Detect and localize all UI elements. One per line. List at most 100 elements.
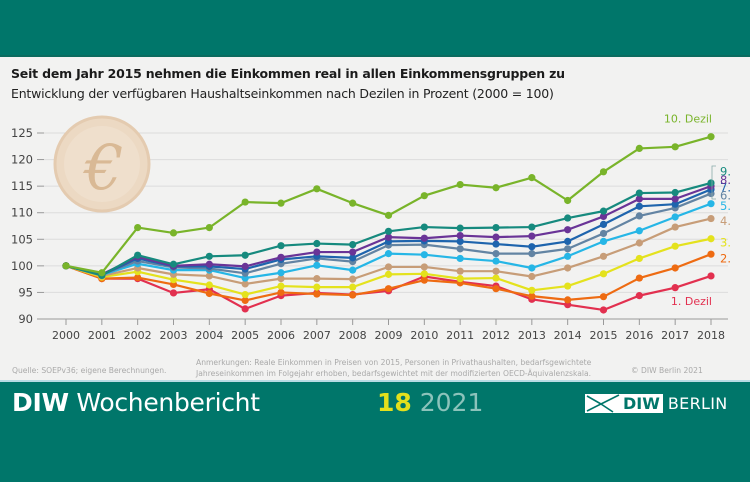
- data-point: [635, 274, 643, 282]
- data-point: [635, 144, 643, 153]
- label-bracket: [711, 165, 716, 200]
- series-label: 6.: [720, 189, 731, 203]
- data-point: [205, 281, 213, 289]
- data-point: [671, 264, 679, 272]
- data-point: [635, 195, 643, 203]
- y-tick-label: 100: [11, 259, 33, 273]
- data-point: [349, 283, 357, 291]
- data-point: [169, 276, 178, 284]
- data-point: [456, 231, 464, 240]
- data-point: [492, 233, 500, 241]
- y-axis: 90 95 100 105 110 115 120 125: [11, 126, 44, 326]
- data-point: [564, 245, 572, 253]
- issue-year: 2021: [419, 388, 484, 417]
- data-point: [349, 275, 357, 283]
- data-point: [349, 199, 357, 207]
- brand-bold: DIW: [12, 388, 69, 417]
- data-point: [349, 266, 357, 274]
- data-point: [599, 168, 608, 176]
- y-tick-label: 90: [18, 312, 33, 326]
- data-point: [384, 211, 393, 219]
- data-point: [492, 240, 500, 248]
- data-point: [707, 250, 715, 258]
- data-point: [277, 253, 285, 261]
- data-point: [420, 270, 428, 278]
- data-point: [420, 251, 428, 259]
- data-point: [169, 229, 178, 237]
- logo-box: DIW: [585, 394, 663, 413]
- data-point: [384, 250, 393, 258]
- series-9: [62, 179, 715, 280]
- data-point: [599, 212, 608, 221]
- x-tick-label: 2001: [88, 329, 116, 342]
- x-tick-label: 2016: [625, 329, 653, 342]
- data-point: [671, 213, 679, 221]
- data-point: [671, 284, 679, 292]
- data-point: [564, 252, 572, 260]
- data-point: [313, 185, 321, 193]
- x-tick-label: 2014: [554, 329, 582, 342]
- remarks-line-1: Anmerkungen: Reale Einkommen in Preisen …: [196, 358, 592, 367]
- data-point: [528, 223, 536, 231]
- y-tick-label: 120: [11, 153, 33, 167]
- series-layer: [62, 133, 715, 314]
- data-point: [349, 291, 357, 299]
- data-point: [564, 264, 572, 272]
- data-point: [62, 262, 70, 270]
- data-point: [241, 198, 249, 206]
- remarks-line-2: Jahreseinkommen im Folgejahr erhoben, be…: [196, 369, 592, 378]
- data-point: [671, 188, 679, 197]
- data-point: [456, 267, 464, 275]
- data-point: [528, 174, 536, 182]
- data-point: [671, 223, 679, 231]
- data-point: [564, 226, 572, 234]
- data-point: [707, 133, 715, 141]
- x-tick-label: 2013: [518, 329, 546, 342]
- data-point: [635, 239, 643, 247]
- data-point: [599, 270, 608, 278]
- x-tick-label: 2005: [231, 329, 259, 342]
- data-point: [564, 196, 572, 205]
- x-tick-label: 2012: [482, 329, 510, 342]
- data-point: [635, 254, 643, 263]
- data-point: [492, 257, 500, 265]
- data-point: [313, 239, 321, 248]
- data-point: [169, 289, 178, 297]
- data-point: [313, 283, 321, 291]
- data-point: [205, 223, 213, 232]
- x-tick-label: 2008: [339, 329, 367, 342]
- x-tick-label: 2002: [124, 329, 152, 342]
- data-point: [671, 242, 679, 250]
- data-point: [205, 260, 213, 268]
- data-point: [277, 269, 285, 277]
- data-point: [707, 200, 715, 208]
- series-10: [62, 133, 715, 277]
- data-point: [599, 237, 608, 246]
- logo-box-text: DIW: [623, 394, 660, 413]
- data-point: [707, 272, 715, 280]
- x-tick-label: 2007: [303, 329, 331, 342]
- data-point: [349, 248, 357, 256]
- y-tick-label: 105: [11, 232, 33, 246]
- data-point: [384, 227, 393, 235]
- data-point: [492, 285, 500, 293]
- data-point: [241, 251, 249, 259]
- logo-berlin-text: BERLIN: [667, 394, 728, 413]
- x-tick-label: 2004: [195, 329, 223, 342]
- series-label: 1. Dezil: [671, 295, 712, 308]
- data-point: [599, 252, 608, 260]
- x-tick-label: 2011: [446, 329, 474, 342]
- data-point: [456, 275, 464, 283]
- data-point: [635, 292, 643, 300]
- data-point: [564, 214, 572, 222]
- data-point: [134, 251, 142, 259]
- x-axis: 2000 2001 2002 2003 2004 2005 2006 2007 2008 2009…: [44, 318, 728, 342]
- data-point: [349, 241, 357, 249]
- data-point: [456, 254, 464, 263]
- data-point: [98, 269, 106, 277]
- x-tick-label: 2010: [410, 329, 438, 342]
- data-point: [528, 286, 536, 294]
- series-label: 5.: [720, 199, 731, 213]
- data-point: [241, 290, 249, 299]
